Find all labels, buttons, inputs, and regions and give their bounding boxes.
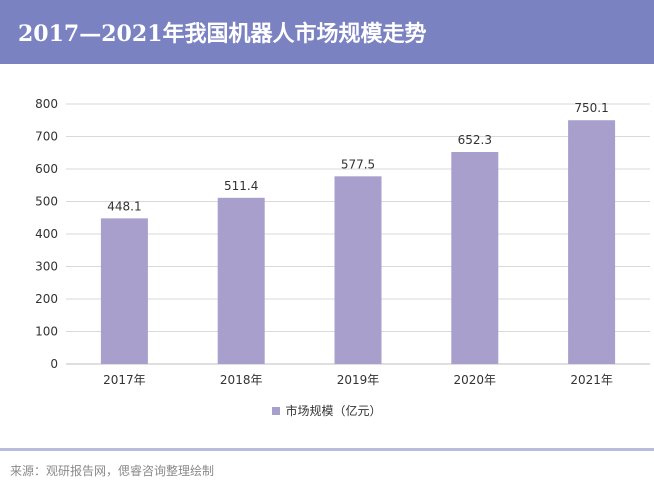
- x-tick-label: 2019年: [337, 373, 380, 387]
- y-tick-label: 400: [35, 227, 58, 241]
- data-label: 652.3: [458, 133, 492, 147]
- x-tick-label: 2021年: [570, 373, 613, 387]
- bar: [451, 152, 499, 364]
- legend-swatch: [272, 407, 281, 415]
- y-tick-label: 500: [35, 195, 58, 209]
- y-tick-label: 700: [35, 130, 58, 144]
- bar: [334, 176, 382, 364]
- legend: 市场规模（亿元）: [0, 402, 654, 419]
- footer-divider: [0, 448, 654, 451]
- y-tick-label: 300: [35, 260, 58, 274]
- source-note: 来源：观研报告网，偲睿咨询整理绘制: [10, 464, 215, 478]
- y-tick-label: 600: [35, 162, 58, 176]
- data-label: 577.5: [341, 157, 375, 171]
- chart-area: 0 100 200 300 400 500 600 700 800 448.1 2017年 511.4…: [0, 64, 654, 448]
- x-tick-label: 2018年: [220, 373, 263, 387]
- header-bar: 2017—2021年我国机器人市场规模走势: [0, 0, 654, 64]
- y-tick-label: 0: [50, 357, 58, 371]
- data-label: 448.1: [107, 199, 141, 213]
- chart-title: 2017—2021年我国机器人市场规模走势: [18, 21, 427, 47]
- bar-chart: 0 100 200 300 400 500 600 700 800 448.1 2017年 511.4…: [35, 97, 650, 387]
- x-tick-label: 2020年: [454, 373, 497, 387]
- x-tick-label: 2017年: [103, 373, 146, 387]
- data-label: 511.4: [224, 179, 258, 193]
- y-tick-label: 800: [35, 97, 58, 111]
- y-tick-label: 200: [35, 292, 58, 306]
- y-tick-label: 100: [35, 325, 58, 339]
- legend-label: 市场规模（亿元）: [285, 404, 382, 418]
- bar: [568, 120, 616, 364]
- data-label: 750.1: [574, 101, 608, 115]
- bar: [217, 197, 265, 364]
- bar: [100, 218, 148, 364]
